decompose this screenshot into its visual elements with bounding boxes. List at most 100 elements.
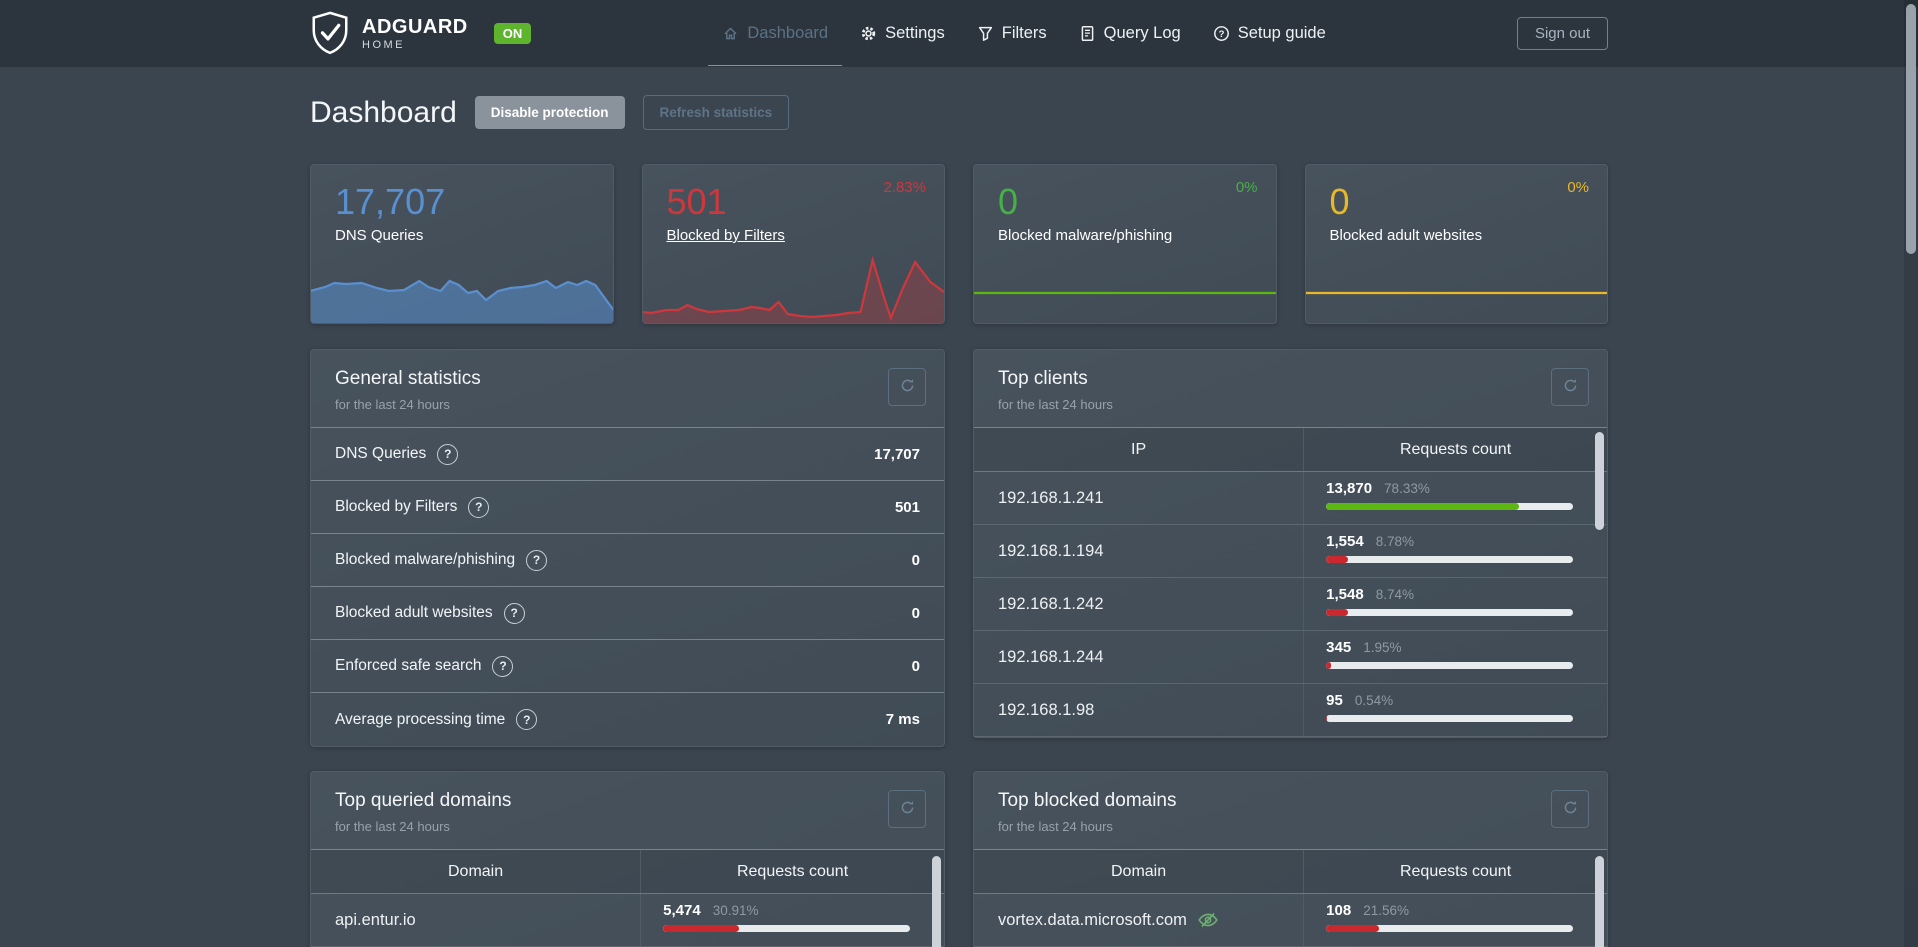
stat-value: 0: [998, 181, 1019, 222]
refresh-button[interactable]: [1551, 368, 1589, 406]
statistic-label: Blocked by Filters: [335, 498, 458, 515]
statistic-value: 17,707: [874, 445, 920, 463]
document-icon: [1079, 25, 1096, 42]
nav-item-filters[interactable]: Filters: [977, 24, 1047, 43]
stat-value: 0: [1329, 181, 1350, 222]
gear-icon: [860, 25, 877, 42]
column-header-domain: Domain: [1111, 862, 1167, 880]
domain-name: api.entur.io: [335, 910, 416, 929]
progress-bar: [1326, 556, 1573, 563]
panel-title: Top blocked domains: [998, 790, 1177, 811]
blocked-by-filters-link[interactable]: Blocked by Filters: [666, 227, 785, 244]
table-row: 192.168.1.98 95 0.54%: [974, 684, 1607, 737]
client-ip: 192.168.1.194: [998, 541, 1104, 560]
nav-label: Filters: [1001, 24, 1047, 42]
client-ip: 192.168.1.98: [998, 700, 1095, 719]
domain-name: vortex.data.microsoft.com: [998, 910, 1187, 929]
stat-delta: 0%: [1235, 179, 1258, 196]
help-icon[interactable]: ?: [437, 443, 459, 465]
refresh-statistics-button[interactable]: Refresh statistics: [642, 95, 790, 130]
eye-slash-icon: [1197, 909, 1219, 931]
requests-percent: 21.56%: [1363, 903, 1409, 918]
refresh-icon: [900, 800, 915, 818]
progress-bar: [1326, 715, 1573, 722]
page-title: Dashboard: [310, 95, 457, 129]
top-blocked-domains-panel: Top blocked domains for the last 24 hour…: [973, 771, 1608, 947]
statistic-label: Blocked adult websites: [335, 604, 493, 621]
nav-label: Settings: [885, 24, 945, 42]
panel-subtitle: for the last 24 hours: [998, 819, 1113, 834]
blocked-filters-sparkline: [642, 253, 945, 323]
stat-card-blocked-adult: 0% 0 Blocked adult websites: [1304, 164, 1609, 324]
table-header: IP Requests count: [974, 428, 1607, 472]
sign-out-button[interactable]: Sign out: [1516, 17, 1608, 50]
refresh-icon: [1563, 800, 1578, 818]
help-icon[interactable]: ?: [516, 709, 538, 730]
nav-item-settings[interactable]: Settings: [860, 24, 945, 43]
general-statistics-panel: General statistics for the last 24 hours…: [310, 349, 945, 747]
refresh-button[interactable]: [888, 790, 926, 828]
refresh-icon: [1563, 378, 1578, 396]
shield-check-icon: [310, 11, 350, 56]
statistics-row: Blocked malware/phishing ? 0: [311, 534, 944, 587]
statistic-value: 0: [911, 657, 920, 675]
refresh-button[interactable]: [1551, 790, 1589, 828]
nav-item-setup-guide[interactable]: ? Setup guide: [1213, 24, 1326, 43]
brand-name: ADGUARD: [362, 15, 468, 38]
requests-count: 1,554: [1326, 533, 1364, 550]
top-clients-panel: Top clients for the last 24 hours IP Req…: [973, 349, 1608, 738]
client-ip: 192.168.1.241: [998, 488, 1104, 507]
requests-percent: 78.33%: [1384, 481, 1430, 496]
table-row: vortex.data.microsoft.com 108 21.56%: [974, 894, 1607, 947]
client-ip: 192.168.1.244: [998, 647, 1104, 666]
svg-text:?: ?: [1218, 29, 1224, 40]
table-row: 192.168.1.244 345 1.95%: [974, 631, 1607, 684]
top-queried-domains-panel: Top queried domains for the last 24 hour…: [310, 771, 945, 947]
statistic-value: 7 ms: [885, 711, 920, 728]
column-header-requests-count: Requests count: [1303, 428, 1607, 471]
nav-item-query-log[interactable]: Query Log: [1079, 24, 1181, 43]
table-row: 192.168.1.194 1,554 8.78%: [974, 525, 1607, 578]
progress-bar: [1326, 662, 1573, 669]
stat-value: 17,707: [335, 181, 446, 222]
statistic-value: 0: [911, 604, 920, 622]
panel-title: Top clients: [998, 368, 1088, 389]
progress-bar: [663, 925, 910, 932]
table-row: api.entur.io 5,474 30.91%: [311, 894, 944, 947]
stat-card-dns-queries: 17,707 DNS Queries: [310, 164, 614, 324]
help-icon[interactable]: ?: [492, 655, 514, 677]
table-row: 192.168.1.242 1,548 8.74%: [974, 578, 1607, 631]
panel-scrollbar[interactable]: [1595, 432, 1604, 530]
nav-item-dashboard[interactable]: Dashboard: [708, 24, 842, 66]
panel-subtitle: for the last 24 hours: [335, 397, 450, 412]
panel-scrollbar[interactable]: [1595, 856, 1604, 947]
refresh-button[interactable]: [888, 368, 926, 406]
statistics-row: Enforced safe search ? 0: [311, 640, 944, 693]
column-header-domain: Domain: [448, 862, 504, 880]
statistics-row: Blocked adult websites ? 0: [311, 587, 944, 640]
help-icon[interactable]: ?: [503, 602, 525, 624]
page-scrollbar-thumb[interactable]: [1906, 4, 1916, 254]
requests-percent: 0.54%: [1354, 693, 1394, 708]
nav-label: Dashboard: [747, 24, 829, 42]
requests-count: 95: [1326, 692, 1343, 709]
panel-scrollbar[interactable]: [932, 856, 941, 947]
dns-queries-sparkline: [310, 253, 613, 323]
panel-title: Top queried domains: [335, 790, 512, 811]
main-nav: Dashboard Settings Filters Query Log: [531, 24, 1517, 66]
top-navbar: ADGUARD HOME ON Dashboard Settings: [0, 0, 1918, 67]
help-icon[interactable]: ?: [526, 549, 548, 571]
statistic-label: Enforced safe search: [335, 657, 482, 674]
brand-subtitle: HOME: [362, 38, 405, 51]
progress-bar: [1326, 609, 1573, 616]
help-icon[interactable]: ?: [468, 496, 490, 518]
blocked-adult-sparkline: [1305, 253, 1609, 323]
stat-cards: 17,707 DNS Queries 2.83% 501 Blocked by …: [310, 164, 1608, 324]
disable-protection-button[interactable]: Disable protection: [474, 96, 625, 129]
stat-card-blocked-by-filters: 2.83% 501 Blocked by Filters: [641, 164, 945, 324]
statistic-value: 0: [911, 551, 920, 569]
column-header-requests-count: Requests count: [640, 850, 944, 893]
statistic-label: Blocked malware/phishing: [335, 551, 516, 568]
statistic-label: Average processing time: [335, 710, 506, 728]
